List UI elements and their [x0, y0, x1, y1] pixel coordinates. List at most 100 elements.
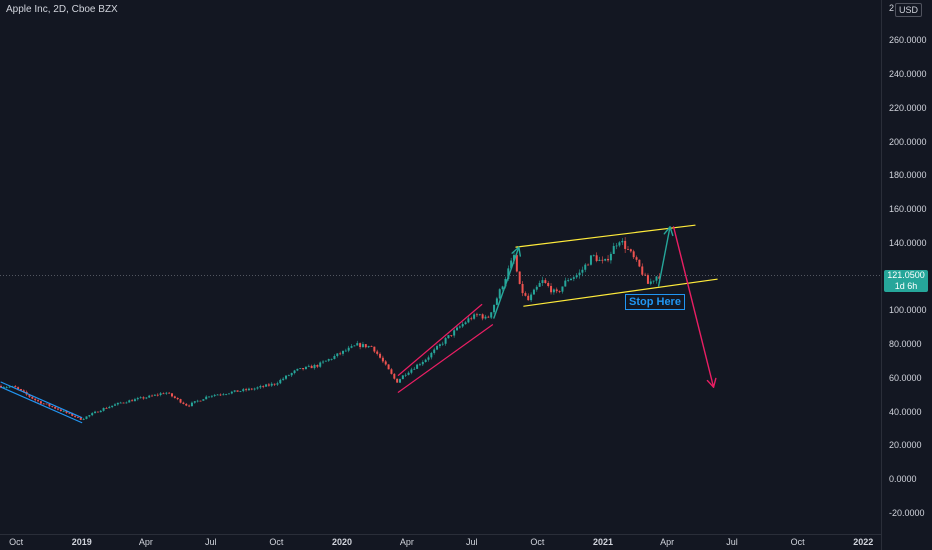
y-tick-label: 220.0000	[889, 102, 927, 113]
candle-body	[171, 393, 173, 397]
rising-channel-line[interactable]	[515, 224, 696, 248]
candle-body	[495, 298, 498, 305]
y-tick-label-partial: 2	[889, 3, 895, 13]
candle-body	[285, 375, 287, 379]
candle-body	[430, 352, 433, 358]
candle-body	[513, 255, 515, 261]
candle-body	[404, 374, 407, 376]
candle-body	[407, 372, 410, 375]
candle-body	[524, 293, 527, 296]
candle-body	[541, 280, 544, 283]
candle-body	[39, 401, 42, 404]
candle-body	[481, 314, 484, 319]
candle-body	[247, 388, 250, 391]
candle-body	[202, 399, 205, 401]
x-tick-label: Jul	[466, 537, 478, 547]
candle-body	[239, 391, 242, 392]
candle-body	[515, 255, 518, 272]
price-scale-border	[881, 0, 882, 550]
candle-body	[14, 386, 17, 388]
candle-body	[493, 304, 496, 313]
candle-body	[131, 400, 134, 402]
candle-body	[319, 362, 322, 367]
candle-body	[256, 387, 259, 389]
y-tick-label: 80.0000	[889, 339, 922, 349]
arrow-down-head	[706, 377, 717, 388]
candle-body	[148, 395, 151, 398]
candle-body	[96, 411, 99, 413]
arrow-down-shaft[interactable]	[672, 226, 715, 388]
candle-body	[578, 272, 581, 276]
candle-body	[168, 392, 171, 394]
candle-body	[208, 396, 211, 398]
candle-body	[607, 258, 610, 261]
candle-body	[401, 375, 404, 380]
candle-body	[547, 282, 550, 287]
candle-body	[91, 413, 94, 416]
candle-body	[216, 394, 219, 396]
candle-body	[145, 397, 148, 399]
candle-body	[17, 387, 20, 390]
candle-body	[316, 364, 319, 367]
candle-body	[444, 338, 447, 344]
x-tick-label: Apr	[138, 537, 153, 547]
candle-body	[310, 365, 313, 369]
candle-body	[2, 387, 5, 389]
candle-body	[270, 383, 273, 386]
candle-body	[111, 405, 114, 407]
x-tick-label: Oct	[530, 537, 545, 547]
candle-body	[313, 364, 316, 369]
uptrend-channel-line[interactable]	[397, 303, 483, 376]
candle-body	[322, 361, 325, 363]
candle-body	[461, 324, 464, 327]
candle-body	[71, 413, 74, 416]
candle-body	[34, 398, 37, 401]
candle-body	[182, 402, 185, 404]
candle-body	[572, 277, 575, 279]
candle-body	[456, 327, 458, 331]
currency-badge[interactable]: USD	[895, 3, 923, 17]
arrow-up-1-head	[511, 246, 521, 257]
candle-body	[552, 289, 555, 293]
candle-body	[453, 330, 456, 336]
x-tick-label: Jul	[205, 537, 217, 547]
candle-body	[213, 394, 216, 396]
candle-body	[632, 251, 635, 258]
candle-body	[399, 379, 401, 383]
candle-body	[373, 346, 376, 352]
candle-body	[421, 362, 424, 365]
candle-body	[42, 403, 45, 405]
candle-body	[564, 280, 567, 287]
uptrend-channel-line[interactable]	[397, 324, 494, 393]
arrow-up-1-shaft[interactable]	[493, 246, 520, 319]
chart-title: Apple Inc, 2D, Cboe BZX	[6, 4, 118, 15]
candle-body	[54, 406, 57, 409]
candle-body	[262, 386, 265, 387]
downtrend-channel-line[interactable]	[0, 381, 83, 419]
arrow-up-2-shaft[interactable]	[657, 226, 671, 287]
y-tick-label: 180.0000	[889, 170, 927, 181]
candle-body	[484, 316, 487, 319]
candle-body	[59, 409, 62, 412]
drawing-objects[interactable]	[0, 224, 718, 424]
candle-body	[570, 278, 572, 281]
stop-here-label[interactable]: Stop Here	[625, 294, 685, 310]
candle-body	[530, 294, 533, 301]
candle-body	[393, 373, 396, 379]
y-tick-label: 200.0000	[889, 136, 927, 147]
candle-body	[45, 403, 48, 405]
downtrend-channel-line[interactable]	[0, 386, 83, 424]
candle-body	[219, 394, 222, 396]
candle-body	[68, 412, 71, 414]
candle-body	[162, 393, 165, 395]
candle-body	[390, 369, 393, 374]
candle-body	[230, 391, 233, 394]
x-tick-label: 2022	[853, 537, 874, 547]
rising-channel-line[interactable]	[523, 278, 718, 307]
candle-body	[589, 255, 592, 265]
candle-body	[139, 397, 142, 399]
x-tick-label: 2020	[331, 537, 353, 547]
candle-body	[276, 383, 279, 385]
x-tick-label: Oct	[9, 537, 24, 547]
